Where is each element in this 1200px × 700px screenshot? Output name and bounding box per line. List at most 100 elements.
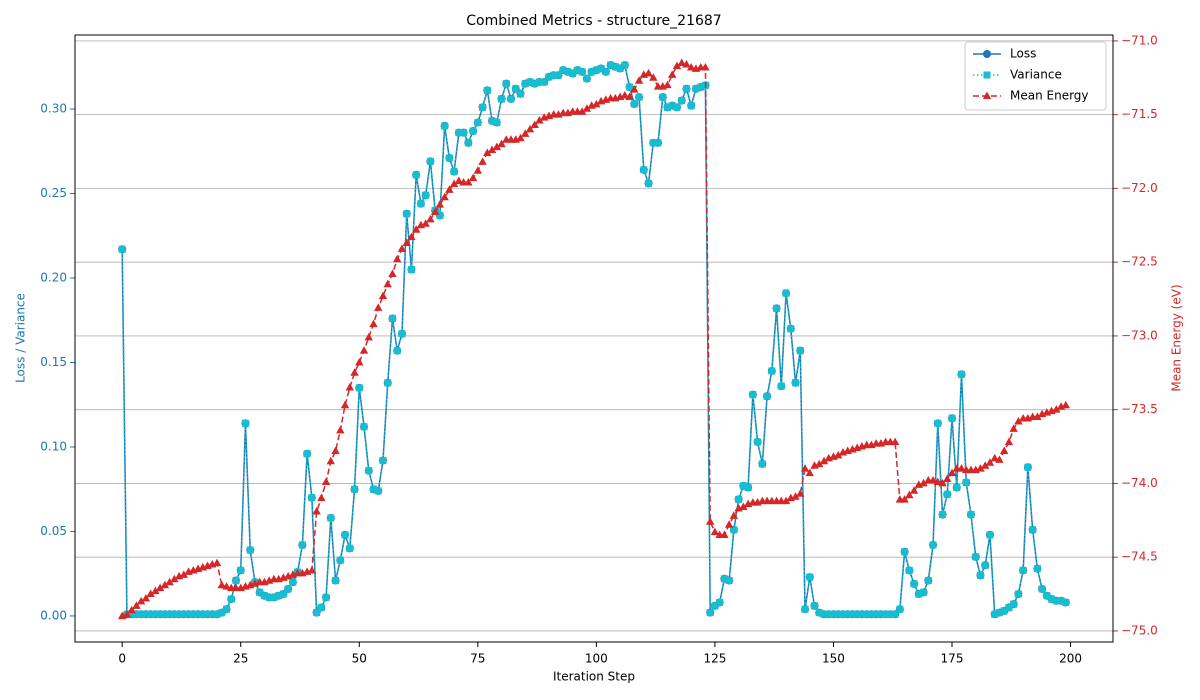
marker (237, 566, 245, 574)
marker (1024, 463, 1032, 471)
marker (132, 610, 140, 618)
marker (678, 97, 686, 105)
marker (468, 173, 478, 182)
x-tick-label: 200 (1059, 652, 1082, 666)
x-tick-label: 175 (941, 652, 964, 666)
marker (782, 289, 790, 297)
marker (222, 582, 231, 590)
marker (407, 232, 416, 241)
marker (160, 580, 170, 589)
marker (213, 610, 221, 618)
marker (313, 609, 321, 617)
marker (298, 541, 306, 549)
legend-label: Loss (1010, 47, 1036, 61)
marker (687, 102, 695, 110)
marker (981, 561, 989, 569)
legend-label: Mean Energy (1010, 89, 1089, 103)
marker (1000, 607, 1008, 615)
marker (474, 119, 482, 127)
marker (739, 502, 748, 511)
y2-tick-label: −71.0 (1121, 33, 1158, 47)
marker (663, 80, 672, 89)
y-tick-label: 0.20 (40, 271, 67, 285)
marker (332, 576, 340, 584)
marker (573, 66, 581, 74)
marker (479, 103, 487, 111)
marker (270, 593, 278, 601)
marker (668, 102, 676, 110)
x-tick-label: 50 (352, 652, 367, 666)
marker (919, 478, 928, 487)
marker (588, 68, 596, 76)
marker (455, 129, 463, 137)
y2-tick-label: −73.5 (1121, 402, 1158, 416)
marker (654, 139, 662, 147)
marker (920, 588, 928, 596)
marker (530, 120, 539, 128)
marker (729, 511, 739, 519)
marker (284, 585, 292, 593)
marker (521, 129, 530, 137)
marker (550, 71, 558, 79)
marker (454, 176, 464, 185)
marker (327, 514, 335, 522)
marker (890, 437, 900, 446)
marker (483, 148, 492, 157)
marker (905, 566, 913, 574)
marker (407, 266, 415, 274)
marker (450, 168, 458, 176)
marker (943, 490, 951, 498)
marker (1061, 400, 1071, 409)
marker (393, 347, 401, 355)
marker (246, 546, 254, 554)
marker (819, 456, 829, 465)
legend-marker (983, 71, 991, 79)
marker (697, 83, 705, 91)
marker (155, 583, 165, 592)
marker (393, 254, 402, 263)
marker (829, 610, 837, 618)
marker (122, 610, 132, 618)
marker (289, 578, 297, 586)
marker (223, 605, 231, 613)
marker (744, 484, 752, 492)
marker (1033, 565, 1041, 573)
marker (781, 496, 791, 505)
marker (777, 382, 785, 390)
marker (635, 93, 643, 101)
marker (962, 478, 970, 486)
marker (891, 610, 899, 618)
y-tick-label: 0.25 (40, 186, 67, 200)
marker (910, 580, 918, 588)
marker (137, 610, 145, 618)
marker (611, 63, 619, 71)
marker (180, 610, 188, 618)
marker (493, 119, 501, 127)
legend-box (964, 41, 1107, 111)
marker (346, 544, 354, 552)
marker (953, 484, 961, 492)
marker (364, 332, 373, 341)
marker (592, 66, 600, 74)
marker (834, 610, 842, 618)
marker (388, 269, 397, 277)
marker (260, 592, 268, 600)
marker (834, 450, 843, 459)
marker (724, 520, 734, 528)
marker (383, 279, 392, 288)
marker (882, 610, 890, 618)
marker (957, 370, 965, 378)
marker (355, 384, 363, 392)
marker (469, 127, 477, 135)
chart-title: Combined Metrics - structure_21687 (466, 13, 721, 29)
marker (360, 423, 368, 431)
marker (232, 576, 240, 584)
marker (441, 122, 449, 130)
marker (692, 85, 700, 93)
marker (492, 142, 501, 151)
marker (516, 133, 525, 142)
marker (317, 604, 325, 612)
marker (758, 460, 766, 468)
marker (341, 531, 349, 539)
